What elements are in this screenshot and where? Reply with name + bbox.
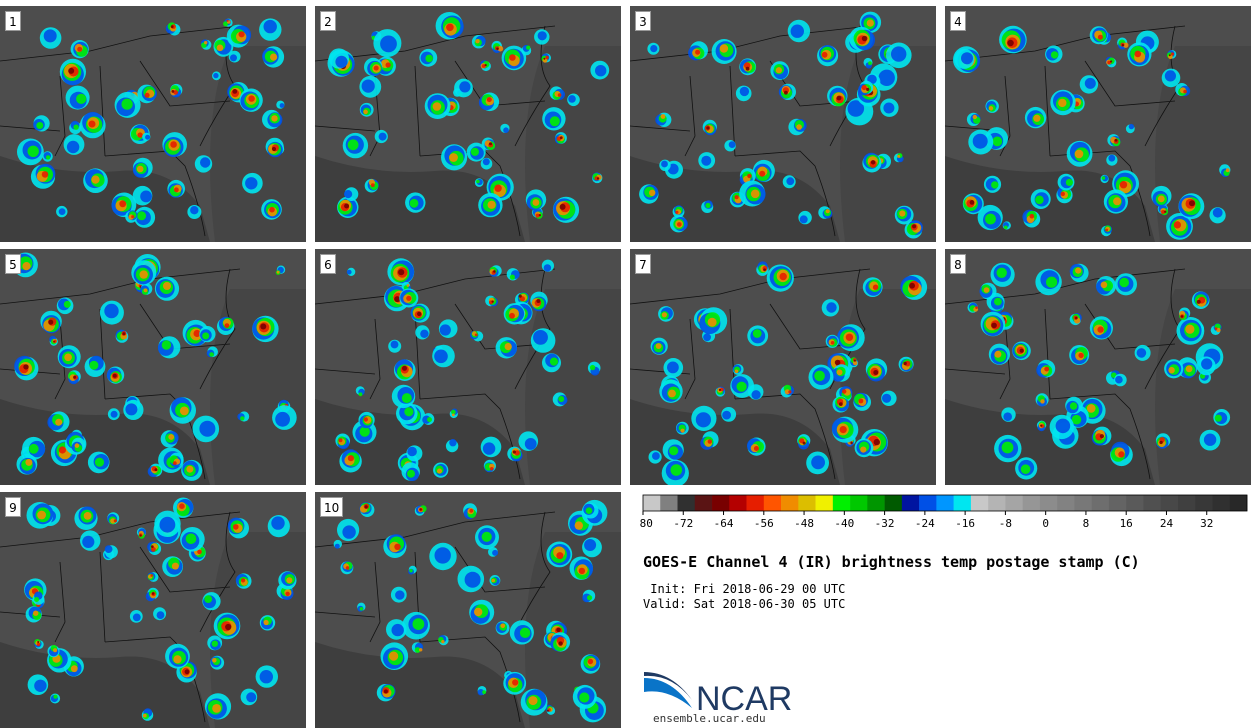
panel-number: 6 (320, 254, 336, 274)
colorbar-segment (884, 495, 903, 511)
colorbar-segment (953, 495, 972, 511)
colorbar-tick-label: 8 (1083, 517, 1090, 530)
colorbar-tick-label: -8 (999, 517, 1012, 530)
colorbar-segment (1229, 495, 1248, 511)
colorbar-segment (746, 495, 765, 511)
colorbar-segment (677, 495, 696, 511)
colorbar-tick-label: 32 (1200, 517, 1213, 530)
stamp-panel: 10 (315, 492, 621, 728)
init-label: Init: (643, 582, 687, 596)
colorbar-segment (694, 495, 713, 511)
panel-number: 2 (320, 11, 336, 31)
satellite-image (630, 249, 936, 485)
init-line: Init: Fri 2018-06-29 00 UTC (643, 582, 845, 596)
colorbar-segment (936, 495, 954, 511)
stamp-panel: 2 (315, 6, 621, 242)
colorbar-tick-label: -64 (714, 517, 734, 530)
colorbar-segment (729, 495, 747, 511)
colorbar-tick-label: 0 (1042, 517, 1049, 530)
colorbar-tick-label: -56 (754, 517, 774, 530)
panel-number: 4 (950, 11, 966, 31)
ncar-logo: NCAR (644, 672, 792, 714)
logo-url: ensemble.ucar.edu (653, 712, 766, 725)
valid-value: Sat 2018-06-30 05 UTC (693, 597, 846, 611)
stamp-panel: 3 (630, 6, 936, 242)
stamp-panel: 4 (945, 6, 1251, 242)
colorbar-segment (1022, 495, 1041, 511)
satellite-image (630, 6, 936, 242)
colorbar-tick-label: -48 (794, 517, 814, 530)
satellite-image (315, 6, 621, 242)
colorbar-tick-label: -16 (955, 517, 975, 530)
colorbar-segment (1212, 495, 1231, 511)
colorbar-segment (1126, 495, 1144, 511)
panel-number: 5 (5, 254, 21, 274)
colorbar-segment (1143, 495, 1162, 511)
colorbar-segment (1195, 495, 1213, 511)
colorbar-tick-label: -80 (640, 517, 653, 530)
stamp-panel: 5 (0, 249, 306, 485)
figure-title: GOES-E Channel 4 (IR) brightness temp po… (643, 553, 1140, 571)
colorbar-segment (660, 495, 678, 511)
colorbar-segment (919, 495, 937, 511)
colorbar-segment (1160, 495, 1179, 511)
panel-number: 3 (635, 11, 651, 31)
colorbar-tick-label: -32 (875, 517, 895, 530)
colorbar-segment (1039, 495, 1058, 511)
colorbar-segment (643, 495, 661, 511)
colorbar-segment (781, 495, 799, 511)
colorbar-segment (970, 495, 989, 511)
colorbar-segment (712, 495, 730, 511)
stamp-panel: 9 (0, 492, 306, 728)
satellite-image (945, 6, 1251, 242)
panel-number: 7 (635, 254, 651, 274)
stamp-panel: 7 (630, 249, 936, 485)
logo-swoosh-icon (644, 678, 692, 710)
colorbar-segment (1074, 495, 1092, 511)
panel-number: 1 (5, 11, 21, 31)
satellite-image (0, 492, 306, 728)
colorbar-segment (901, 495, 920, 511)
colorbar-tick-label: -72 (673, 517, 693, 530)
logo-swoosh-dark-icon (644, 672, 692, 700)
colorbar-tick-label: -24 (915, 517, 935, 530)
colorbar-segment (1005, 495, 1023, 511)
panel-number: 8 (950, 254, 966, 274)
colorbar-tick-label: 24 (1160, 517, 1174, 530)
colorbar-segment (1108, 495, 1127, 511)
colorbar-segment (1091, 495, 1110, 511)
colorbar-tick-label: 16 (1120, 517, 1133, 530)
colorbar-segment (1177, 495, 1196, 511)
colorbar-segment (850, 495, 868, 511)
valid-label: Valid: (643, 597, 687, 611)
colorbar-tick-label: -40 (834, 517, 854, 530)
logo-wordmark: NCAR (696, 680, 792, 714)
valid-line: Valid: Sat 2018-06-30 05 UTC (643, 597, 845, 611)
stamp-panel: 8 (945, 249, 1251, 485)
colorbar-segment (867, 495, 885, 511)
colorbar-segment (988, 495, 1006, 511)
satellite-image (315, 249, 621, 485)
panel-number: 10 (320, 497, 344, 517)
satellite-image (0, 249, 306, 485)
colorbar-segment (815, 495, 834, 511)
colorbar-segment (1057, 495, 1075, 511)
satellite-image (315, 492, 621, 728)
colorbar-segment (832, 495, 851, 511)
satellite-image (945, 249, 1251, 485)
stamp-panel: 1 (0, 6, 306, 242)
colorbar-segment (763, 495, 782, 511)
colorbar-segment (798, 495, 816, 511)
init-value: Fri 2018-06-29 00 UTC (693, 582, 846, 596)
satellite-image (0, 6, 306, 242)
stamp-panel: 6 (315, 249, 621, 485)
panel-number: 9 (5, 497, 21, 517)
